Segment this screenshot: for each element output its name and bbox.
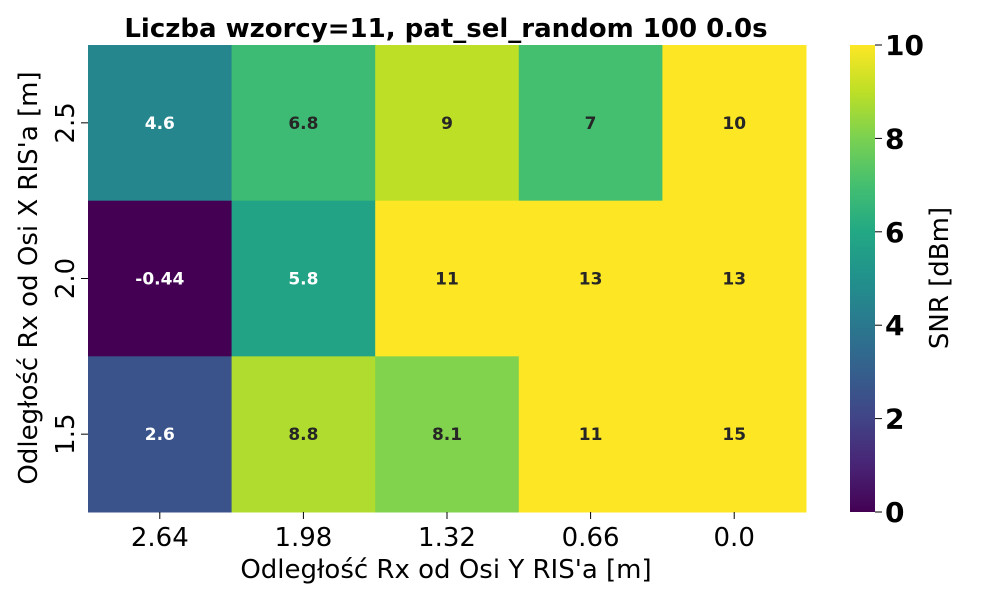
x-tick-label: 0.66: [562, 523, 620, 553]
cell-value-label: 4.6: [145, 114, 175, 134]
cell-value-label: 7: [585, 114, 597, 134]
heatmap-cell: [518, 200, 663, 357]
x-tick-label: 2.64: [131, 523, 189, 553]
colorbar-label: SNR [dBm]: [925, 207, 955, 349]
cell-value-label: 13: [722, 270, 746, 290]
colorbar-ticks: 0 2 4 6 8 10: [875, 29, 924, 529]
colorbar-tick-label: 8: [885, 122, 904, 155]
cell-value-label: 8.8: [288, 425, 318, 445]
heatmap-cell: [88, 356, 233, 513]
heatmap-cell: [518, 45, 663, 202]
cell-value-label: 11: [435, 270, 459, 290]
heatmap-cell: [518, 356, 663, 513]
heatmap-cell: [88, 200, 233, 357]
colorbar: [850, 45, 875, 512]
cell-value-label: 10: [722, 114, 746, 134]
chart-title: Liczba wzorcy=11, pat_sel_random 100 0.0…: [124, 14, 767, 44]
x-tick-label: 1.32: [418, 523, 476, 553]
y-tick-label: 2.0: [51, 258, 81, 299]
colorbar-tick-label: 6: [885, 216, 904, 249]
x-tick-label: 1.98: [274, 523, 332, 553]
heatmap-cell: [662, 356, 807, 513]
x-tick-label: 0.0: [714, 523, 755, 553]
heatmap-cells: 4.6 6.8 9 7 10 -0.44 5.8 11 13 13 2.6 8.8 8.1 11 15: [88, 45, 807, 513]
heatmap-cell: [88, 45, 233, 202]
heatmap-cell: [662, 45, 807, 202]
heatmap-cell: [231, 356, 376, 513]
cell-value-label: 6.8: [288, 114, 318, 134]
heatmap-cell: [375, 45, 520, 202]
y-axis: 2.5 2.0 1.5: [51, 102, 88, 455]
cell-value-label: 15: [722, 425, 746, 445]
colorbar-tick-label: 0: [885, 496, 904, 529]
cell-value-label: 5.8: [288, 270, 318, 290]
heatmap-cell: [662, 200, 807, 357]
y-tick-label: 2.5: [51, 102, 81, 143]
colorbar-tick-label: 4: [885, 309, 904, 342]
cell-value-label: 2.6: [145, 425, 175, 445]
colorbar-tick-label: 10: [885, 29, 924, 62]
cell-value-label: 13: [579, 270, 603, 290]
colorbar-tick-label: 2: [885, 403, 904, 436]
cell-value-label: 9: [441, 114, 453, 134]
heatmap-cell: [375, 200, 520, 357]
heatmap-cell: [231, 45, 376, 202]
y-axis-label: Odległość Rx od Osi X RIS'a [m]: [14, 71, 44, 484]
cell-value-label: -0.44: [135, 270, 184, 290]
heatmap-cell: [375, 356, 520, 513]
y-tick-label: 1.5: [51, 413, 81, 454]
heatmap-cell: [231, 200, 376, 357]
cell-value-label: 11: [579, 425, 603, 445]
x-axis-label: Odległość Rx od Osi Y RIS'a [m]: [240, 555, 651, 585]
cell-value-label: 8.1: [432, 425, 462, 445]
x-axis: 2.64 1.98 1.32 0.66 0.0: [131, 512, 755, 553]
